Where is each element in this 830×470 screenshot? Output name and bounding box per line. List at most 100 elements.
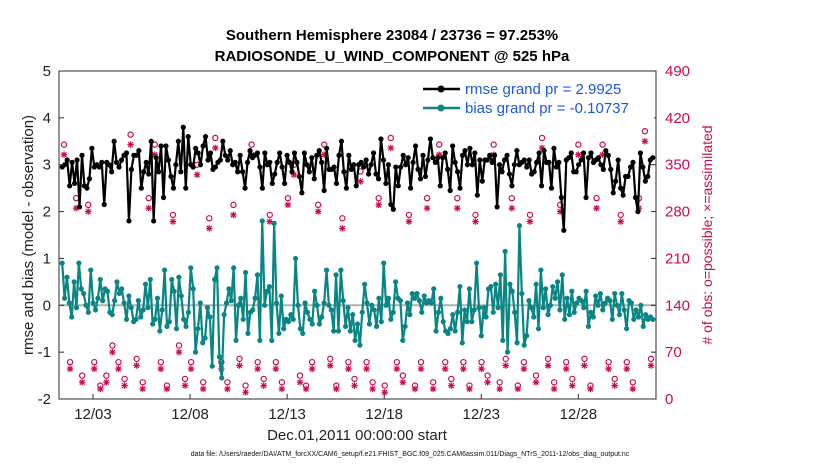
bias-marker: [66, 300, 72, 306]
rmse-marker: [524, 164, 530, 170]
rmse-marker: [447, 187, 453, 194]
rmse-marker: [277, 150, 283, 156]
rmse-marker: [484, 157, 490, 163]
obs-assimilated-marker: [478, 365, 485, 373]
rmse-marker: [605, 152, 611, 158]
rmse-marker: [133, 152, 139, 158]
bias-marker: [321, 300, 327, 306]
obs-possible-marker: [212, 134, 219, 142]
obs-possible-marker: [490, 141, 497, 148]
rmse-marker: [361, 164, 367, 170]
obs-possible-marker: [284, 194, 292, 202]
obs-assimilated-marker: [242, 389, 249, 396]
obs-assimilated-marker: [145, 205, 152, 212]
rmse-marker: [272, 171, 278, 177]
rmse-marker: [405, 155, 411, 161]
rmse-marker: [566, 155, 572, 161]
obs-possible-marker: [278, 379, 286, 386]
bias-marker: [173, 326, 180, 332]
bias-marker: [278, 293, 284, 299]
rmse-marker: [445, 166, 451, 172]
obs-possible-marker: [454, 194, 461, 202]
bias-marker: [638, 302, 644, 308]
rmse-marker: [432, 159, 438, 165]
bias-marker: [226, 286, 232, 292]
rmse-marker: [69, 159, 75, 165]
obs-assimilated-marker: [629, 385, 637, 393]
bias-marker: [188, 265, 194, 271]
bias-marker: [326, 302, 332, 308]
rmse-marker: [160, 194, 167, 201]
obs-possible-marker: [575, 141, 582, 148]
bias-marker: [614, 302, 620, 308]
obs-assimilated-marker: [212, 144, 219, 152]
bias-marker: [381, 260, 387, 266]
bias-marker: [185, 309, 192, 315]
rmse-marker: [573, 169, 579, 175]
rmse-marker: [420, 152, 426, 158]
obs-possible-marker: [199, 379, 207, 386]
rmse-marker: [462, 148, 468, 154]
bias-marker: [435, 309, 442, 315]
obs-possible-marker: [423, 194, 431, 202]
rmse-marker: [642, 178, 648, 184]
obs-possible-marker: [169, 211, 177, 219]
rmse-marker: [62, 162, 68, 168]
rmse-marker: [269, 180, 275, 187]
legend: rmse grand pr = 2.9925 bias grand pr = -…: [418, 79, 654, 123]
obs-assimilated-marker: [109, 348, 116, 356]
bias-marker: [514, 340, 520, 346]
obs-possible-marker: [248, 141, 255, 148]
rmse-marker: [558, 194, 564, 201]
obs-assimilated-marker: [375, 201, 382, 209]
obs-possible-marker: [502, 355, 509, 363]
rmse-marker: [71, 180, 78, 187]
obs-possible-marker: [417, 358, 425, 366]
bias-marker: [150, 321, 156, 327]
rmse-marker: [637, 150, 644, 156]
bias-marker: [447, 326, 453, 332]
rmse-marker: [454, 169, 461, 175]
rmse-marker: [346, 152, 352, 158]
rmse-marker: [363, 157, 369, 163]
rmse-marker: [553, 164, 560, 170]
bias-marker: [181, 316, 187, 322]
bias-marker: [440, 319, 446, 325]
bias-marker: [171, 288, 177, 294]
rmse-marker: [610, 190, 616, 196]
obs-possible-marker: [641, 128, 649, 135]
rmse-marker: [331, 164, 337, 170]
bias-marker: [252, 295, 258, 301]
bias-marker: [409, 290, 415, 297]
obs-assimilated-marker: [472, 218, 479, 225]
rmse-marker: [116, 164, 122, 170]
rmse-marker: [551, 145, 557, 151]
obs-possible-marker: [448, 375, 455, 383]
obs-possible-marker: [224, 379, 231, 386]
obs-assimilated-marker: [417, 365, 425, 373]
obs-assimilated-marker: [369, 385, 376, 393]
rmse-marker: [311, 176, 317, 182]
obs-possible-marker: [399, 372, 407, 379]
rmse-marker: [580, 150, 587, 156]
obs-assimilated-marker: [169, 218, 177, 225]
rmse-marker: [514, 148, 520, 154]
bias-marker: [478, 333, 484, 339]
obs-assimilated-marker: [284, 201, 292, 209]
y-left-tick-label: 3: [43, 157, 51, 174]
obs-possible-marker: [145, 194, 152, 202]
obs-assimilated-marker: [308, 365, 316, 373]
obs-possible-marker: [520, 358, 528, 366]
rmse-marker: [353, 183, 359, 189]
bias-marker: [438, 295, 444, 301]
obs-possible-marker: [387, 134, 394, 142]
bias-marker: [123, 316, 130, 322]
rmse-marker: [109, 169, 115, 175]
bias-marker: [635, 314, 642, 320]
rmse-marker: [477, 157, 483, 163]
obs-assimilated-marker: [139, 385, 146, 393]
obs-assimilated-marker: [575, 151, 582, 158]
bias-marker: [431, 286, 437, 292]
obs-assimilated-marker: [617, 218, 624, 225]
bias-marker: [588, 309, 594, 315]
